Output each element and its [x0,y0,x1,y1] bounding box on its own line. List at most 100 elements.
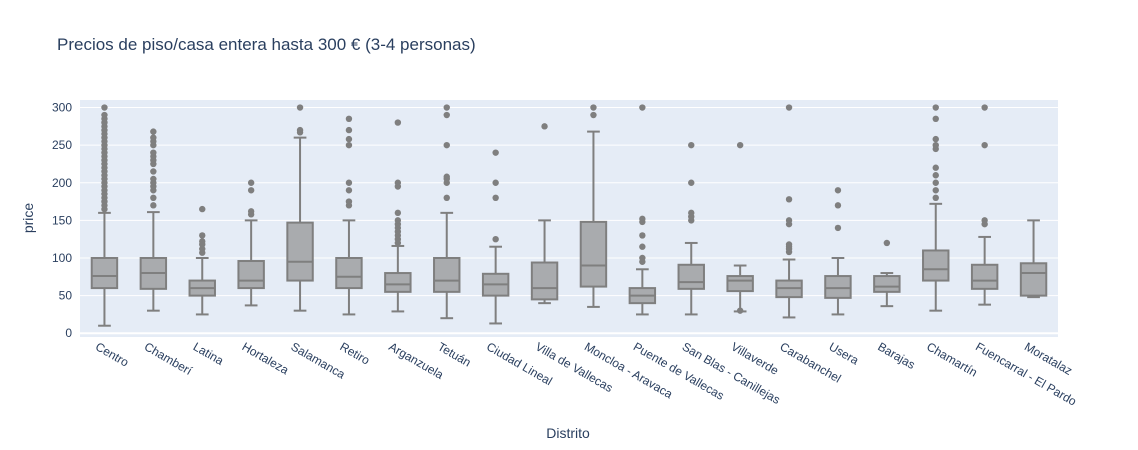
x-axis-title: Distrito [546,425,590,441]
outlier-point [688,209,695,217]
x-tick-label: Arganzuela [386,339,446,382]
outlier-point [932,164,939,171]
box-18 [970,104,999,306]
outlier-point [492,179,499,186]
outlier-point [150,128,157,135]
box-body [970,263,999,290]
outlier-point [981,217,988,224]
y-axis-ticks: 0 50 100 150 200 250 300 [52,101,72,341]
y-tick-label: 0 [65,326,72,340]
x-tick-label: Latina [191,339,227,368]
outlier-point [443,173,450,180]
outlier-point [394,209,402,217]
box-body [335,257,363,290]
y-tick-label: 150 [52,213,72,227]
outlier-point [150,175,157,183]
outlier-point [932,104,939,111]
box-13 [726,141,754,314]
outlier-point [150,134,157,141]
outlier-point [150,194,157,202]
outlier-point [394,179,402,186]
box-body [384,272,412,293]
box-5 [335,115,363,316]
outlier-point [932,172,939,179]
box-body [677,263,705,290]
outlier-point [639,232,646,239]
box-16 [873,239,901,308]
box-body [90,257,119,290]
outlier-point [443,141,450,149]
box-6 [384,119,412,313]
y-tick-label: 50 [59,289,73,303]
outlier-point [345,198,353,205]
x-tick-label: Salamanca [289,339,348,381]
outlier-point [590,104,597,111]
outlier-point [932,194,939,202]
outlier-point [492,194,499,202]
outlier-point [150,168,157,175]
outlier-point [639,243,646,250]
outlier-point [981,141,988,149]
outlier-point [785,104,793,111]
outlier-point [981,104,988,111]
box-1 [139,128,168,312]
outlier-point [247,179,255,186]
outlier-point [785,217,793,224]
box-0 [90,104,119,327]
outlier-point [932,179,939,186]
box-body [922,249,950,282]
outlier-point [639,104,646,111]
outlier-point [932,141,939,149]
x-tick-label: Moncloa - Aravaca [582,339,675,401]
box-8 [481,149,510,325]
outlier-point [932,187,939,194]
outlier-point [834,202,842,209]
box-4 [286,104,314,312]
box-11 [628,104,657,316]
outlier-point [247,187,255,194]
outlier-point [443,104,450,111]
outlier-point [247,208,255,215]
outlier-point [688,141,695,149]
box-12 [677,141,705,316]
y-tick-label: 200 [52,176,72,190]
box-body [237,260,265,290]
outlier-point [199,238,206,245]
box-body [1019,262,1048,297]
x-tick-label: Chamberí [142,339,195,378]
outlier-point [199,205,206,213]
x-tick-label: Hortaleza [240,339,292,377]
y-tick-label: 250 [52,138,72,152]
box-9 [530,123,559,305]
box-body [530,261,559,301]
y-tick-label: 100 [52,251,72,265]
outlier-point [883,239,891,247]
box-14 [775,104,803,319]
outlier-point [345,141,353,149]
x-tick-label: Tetuán [435,339,473,369]
outlier-point [150,202,157,209]
box-7 [433,104,461,320]
outlier-point [394,217,402,224]
grid-lines [80,107,1058,335]
outlier-point [150,149,157,156]
box-body [873,275,901,293]
outlier-point [590,111,597,119]
outlier-point [345,179,353,186]
x-tick-label: Centro [93,339,131,369]
outlier-point [736,141,744,149]
outlier-point [492,235,499,243]
box-body [579,220,608,288]
box-19 [1019,219,1048,299]
box-2 [188,205,216,316]
outlier-point [101,104,108,111]
outlier-point [688,179,695,186]
box-body [286,221,314,282]
box-body [726,275,754,293]
outlier-point [932,115,939,123]
y-axis-title: price [20,203,36,234]
box-body [824,275,852,299]
box-15 [824,187,852,316]
outlier-point [345,187,353,194]
